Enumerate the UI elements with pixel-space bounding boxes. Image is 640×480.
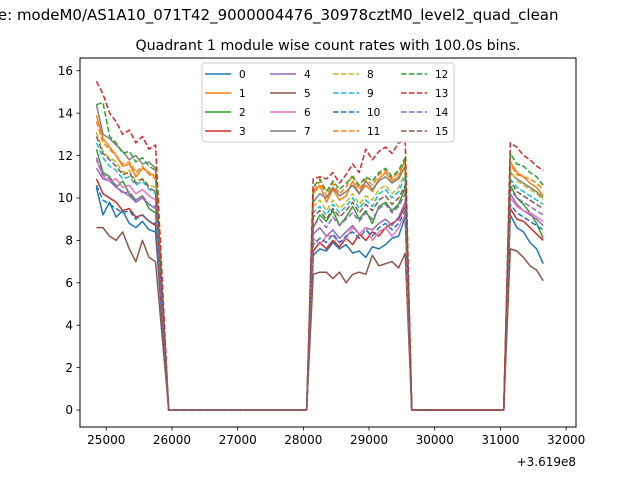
series-line-1 xyxy=(95,115,544,411)
y-axis: 0 2 4 6 8 10 12 14 16 xyxy=(58,64,80,417)
figure-suptitle: n file: modeM0/AS1A10_071T42_9000004476_… xyxy=(0,2,640,32)
legend-label-14: 14 xyxy=(435,107,449,119)
y-tick-label-8: 8 xyxy=(65,234,73,248)
axes-frame xyxy=(79,57,577,428)
y-tick-label-6: 6 xyxy=(65,276,73,290)
legend-label-3: 3 xyxy=(239,126,246,138)
legend-label-12: 12 xyxy=(435,69,448,81)
legend-label-6: 6 xyxy=(304,107,311,119)
legend-label-5: 5 xyxy=(304,88,311,100)
legend-label-1: 1 xyxy=(239,88,246,100)
x-tick-label-27000: 27000 xyxy=(219,433,257,447)
y-tick-label-0: 0 xyxy=(65,403,73,417)
x-tick-label-31000: 31000 xyxy=(481,433,519,447)
y-tick-label-4: 4 xyxy=(65,318,73,332)
y-tick-label-10: 10 xyxy=(58,191,73,205)
series-line-14 xyxy=(95,157,544,411)
legend-box xyxy=(201,62,455,143)
y-tick-label-12: 12 xyxy=(58,149,73,163)
x-tick-label-29000: 29000 xyxy=(350,433,388,447)
x-offset-label: +3.619e8 xyxy=(517,455,576,469)
suptitle-text: n file: modeM0/AS1A10_071T42_9000004476_… xyxy=(0,6,559,24)
legend-label-4: 4 xyxy=(304,69,311,81)
x-tick-label-32000: 32000 xyxy=(547,433,585,447)
chart-title: Quadrant 1 module wise count rates with … xyxy=(135,38,520,54)
y-tick-label-2: 2 xyxy=(65,361,73,375)
series-line-0 xyxy=(95,187,544,411)
x-tick-label-25000: 25000 xyxy=(87,433,125,447)
legend-label-2: 2 xyxy=(239,107,246,119)
legend-label-8: 8 xyxy=(367,69,374,81)
series-line-9 xyxy=(95,142,544,411)
x-tick-label-28000: 28000 xyxy=(284,433,322,447)
x-axis: 25000 26000 27000 28000 29000 30000 31000 32000 xyxy=(87,427,585,447)
series-line-11 xyxy=(95,121,544,411)
legend-label-10: 10 xyxy=(367,107,380,119)
x-tick-label-26000: 26000 xyxy=(153,433,191,447)
series-line-15 xyxy=(95,136,544,411)
legend-label-13: 13 xyxy=(435,88,448,100)
legend-label-11: 11 xyxy=(367,126,380,138)
series-line-2 xyxy=(95,148,544,411)
y-tick-label-14: 14 xyxy=(58,106,73,120)
y-tick-label-16: 16 xyxy=(58,64,73,78)
series-line-12 xyxy=(96,101,544,411)
series-line-7 xyxy=(95,104,544,411)
x-tick-label-30000: 30000 xyxy=(416,433,454,447)
series-line-6 xyxy=(95,159,544,411)
legend-label-7: 7 xyxy=(304,126,311,138)
legend-label-0: 0 xyxy=(239,69,246,81)
legend-label-15: 15 xyxy=(435,126,448,138)
series-line-8 xyxy=(95,131,544,411)
legend-label-9: 9 xyxy=(367,88,374,100)
plot-area xyxy=(95,80,544,411)
